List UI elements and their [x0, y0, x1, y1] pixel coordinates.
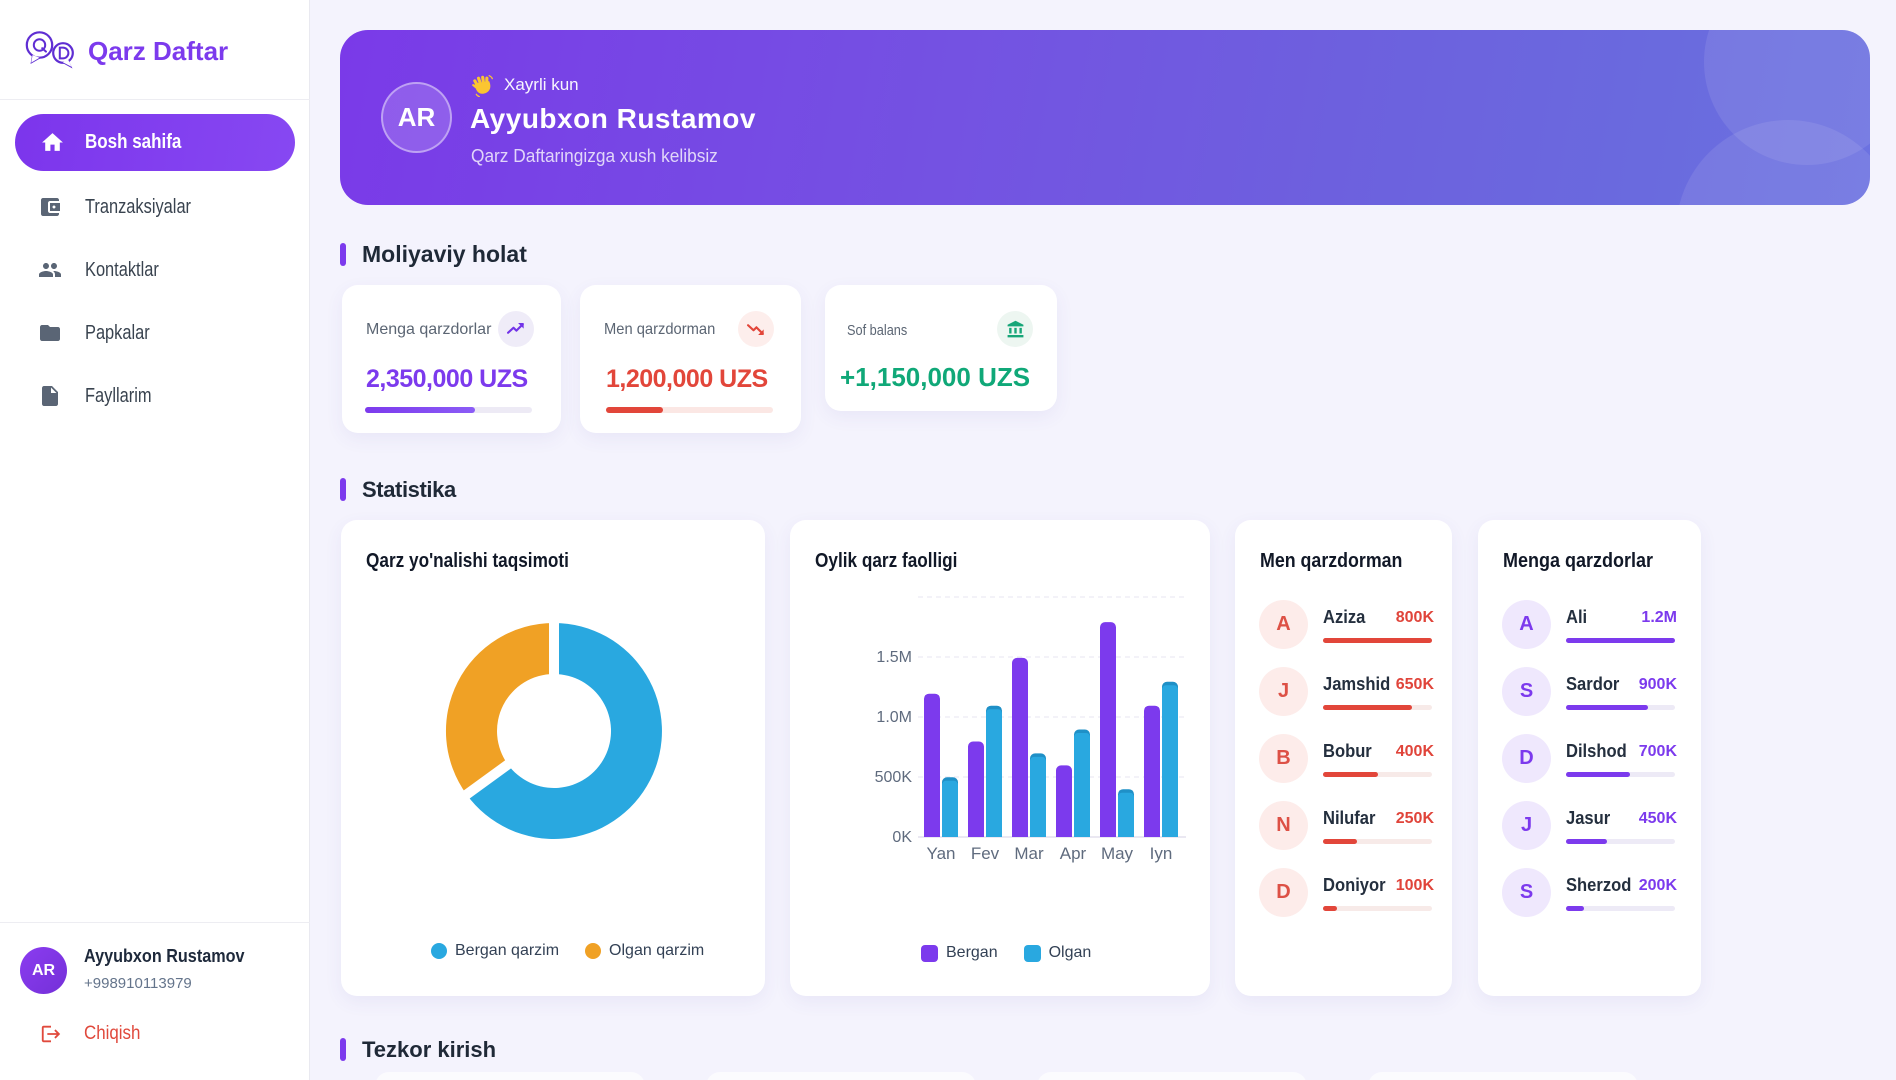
svg-text:Apr: Apr: [1060, 844, 1087, 863]
svg-text:Yan: Yan: [927, 844, 956, 863]
svg-text:May: May: [1101, 844, 1134, 863]
svg-text:Mar: Mar: [1014, 844, 1044, 863]
svg-text:Fev: Fev: [971, 844, 1000, 863]
svg-text:1.0M: 1.0M: [876, 709, 912, 726]
svg-text:Iyn: Iyn: [1150, 844, 1173, 863]
svg-text:0K: 0K: [892, 829, 912, 846]
svg-text:500K: 500K: [875, 769, 913, 786]
svg-text:1.5M: 1.5M: [876, 649, 912, 666]
